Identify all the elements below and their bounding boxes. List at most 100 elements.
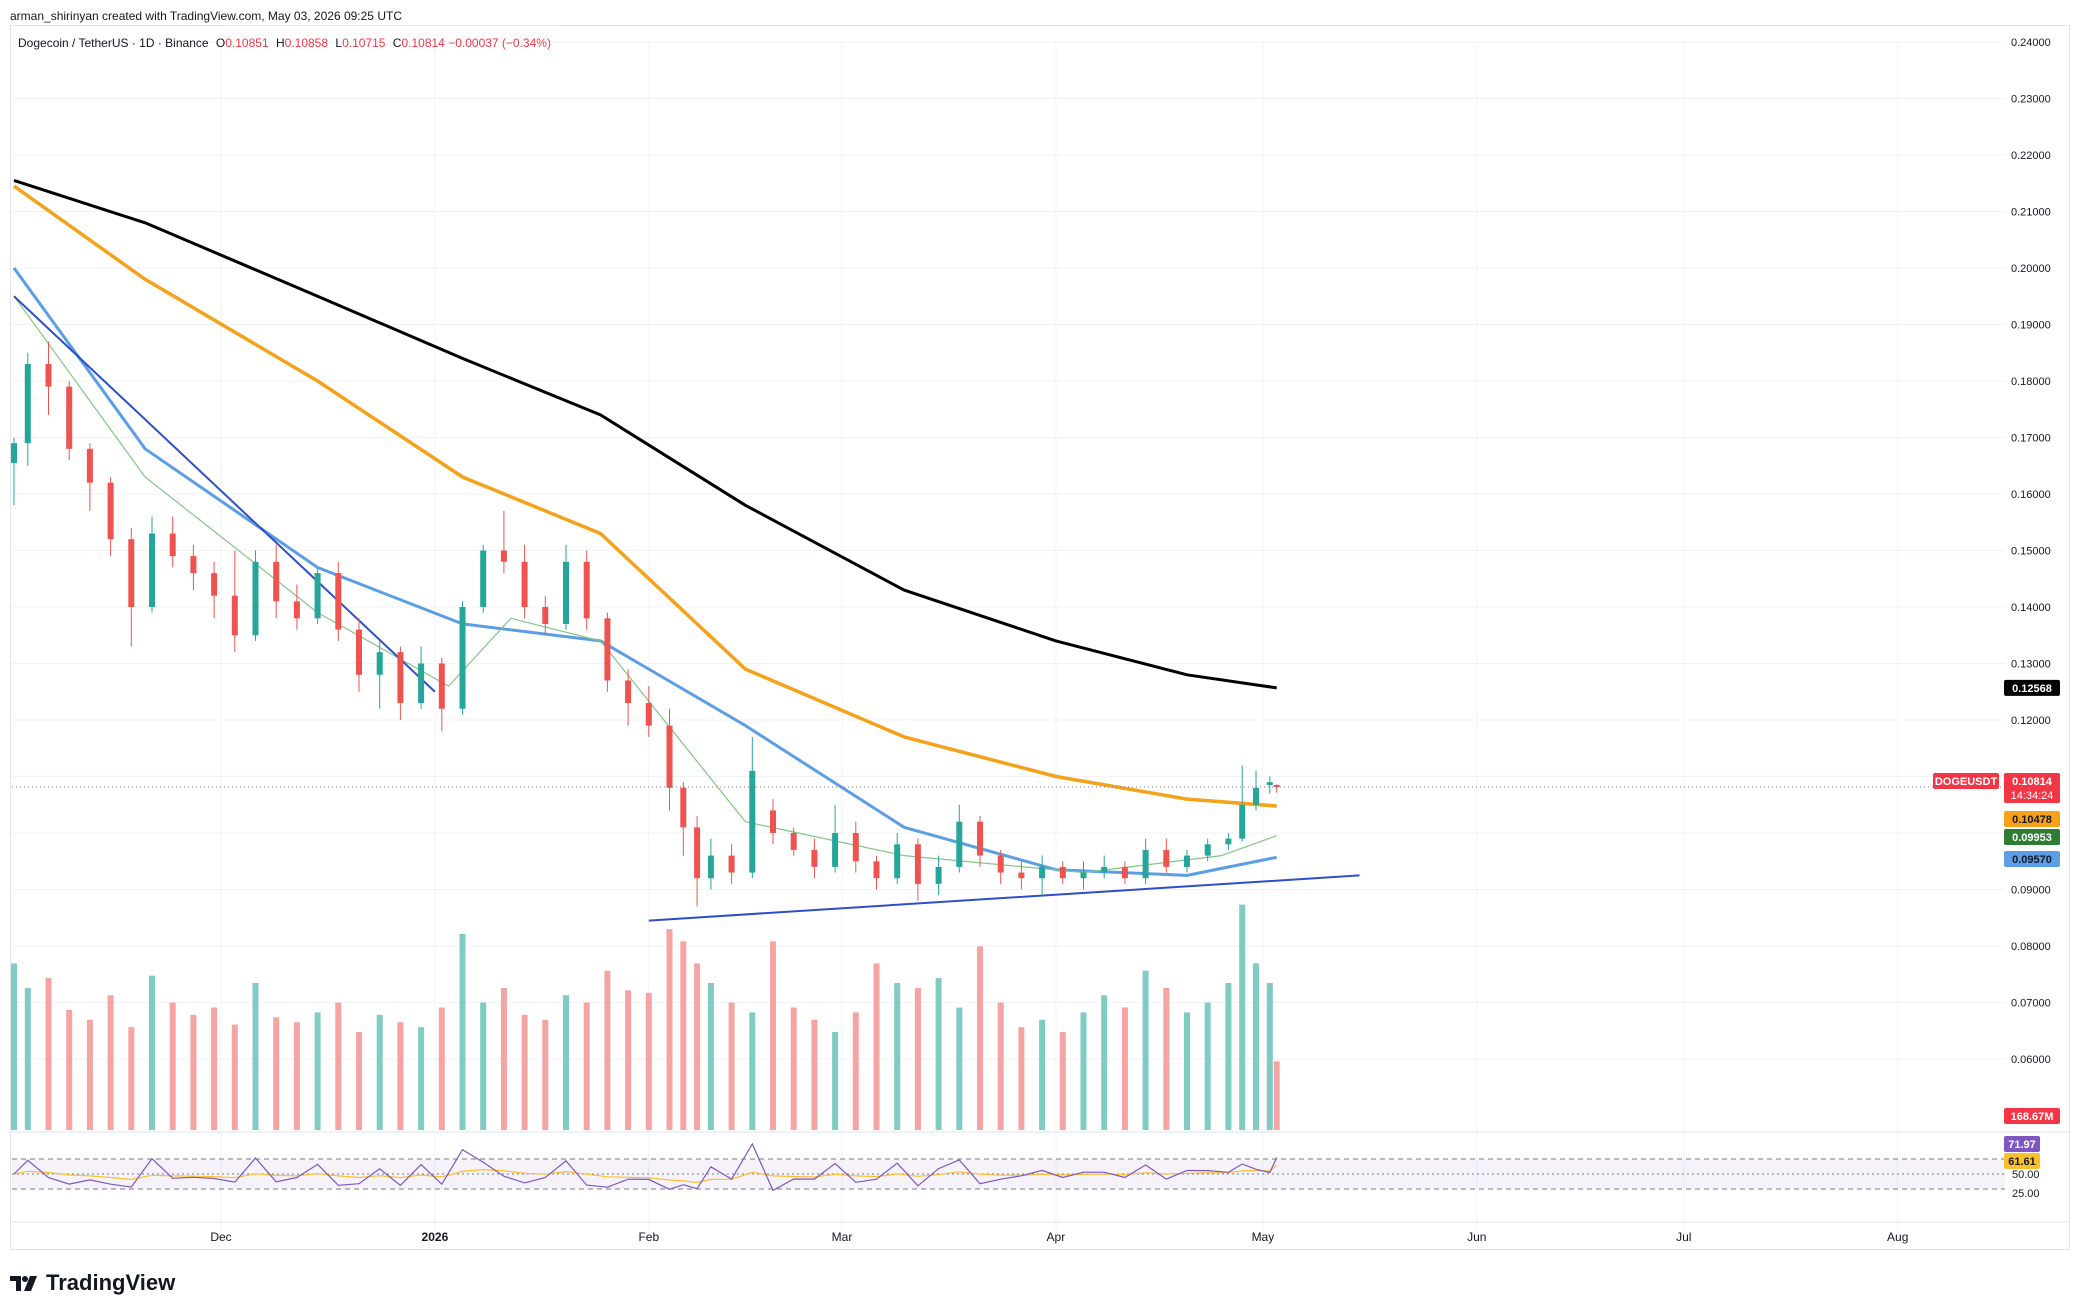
price-tick-label: 0.17000 [2011, 433, 2051, 445]
price-tick-label: 0.15000 [2011, 546, 2051, 558]
rsi-value-tag-bg [2004, 1136, 2040, 1152]
rsi-ma-line [13, 1164, 1278, 1184]
candle-body [1059, 866, 1066, 879]
candle-body [666, 725, 673, 788]
candle-body [418, 663, 425, 704]
volume-tag: 168.67M [2011, 1111, 2054, 1123]
time-tick-label: Aug [1887, 1230, 1908, 1244]
volume-bar [894, 983, 901, 1130]
candle-body [707, 855, 714, 879]
ma200-price-tag: 0.12568 [2012, 683, 2052, 695]
time-tick-label: 2026 [422, 1230, 449, 1244]
candle-body [500, 550, 507, 562]
volume-bar [128, 1027, 135, 1130]
volume-bar [397, 1022, 404, 1130]
volume-bar [1142, 970, 1149, 1130]
candle-body [480, 550, 487, 607]
ma50-price-tag: 0.09570 [2012, 854, 2052, 866]
candle-body [211, 573, 218, 596]
volume-bar [956, 1007, 963, 1130]
volume-bar [107, 995, 114, 1130]
price-tick-label: 0.16000 [2011, 489, 2051, 501]
price-tick-label: 0.14000 [2011, 602, 2051, 614]
candle-body [45, 364, 52, 387]
volume-bar [1121, 1007, 1128, 1130]
candle-body [335, 573, 342, 630]
price-tick-label: 0.22000 [2011, 150, 2051, 162]
volume-bar [211, 1007, 218, 1130]
candle-body [397, 652, 404, 704]
volume-bar [935, 978, 942, 1130]
rsi-line [13, 1142, 1278, 1192]
time-tick-label: Mar [832, 1230, 853, 1244]
candle-body [604, 618, 611, 681]
candle-body [1253, 787, 1259, 805]
candle-body [66, 386, 73, 449]
candle-body [914, 844, 921, 884]
ma-line-ma50 [12, 267, 1277, 877]
volume-bar [1253, 963, 1259, 1130]
candle-body [811, 849, 818, 867]
candle-body [625, 680, 632, 704]
candle-body [894, 844, 901, 879]
candle-body [273, 561, 280, 602]
candle-body [1018, 872, 1025, 879]
volume-bar [1239, 904, 1246, 1130]
tradingview-logo-icon [10, 1276, 37, 1291]
volume-bar [1266, 983, 1273, 1130]
volume-bar [500, 987, 507, 1130]
candle-body [997, 855, 1004, 873]
candle-body [1121, 866, 1128, 879]
low-key: L [335, 36, 343, 50]
ma-line-ma20 [13, 295, 1277, 874]
volume-bar [356, 1032, 362, 1130]
candle-body [293, 601, 300, 619]
ma20-price-tag: 0.09953 [2012, 832, 2052, 844]
candle-body [956, 821, 963, 867]
volume-bar [376, 1014, 383, 1130]
price-tick-label: 0.09000 [2011, 885, 2051, 897]
volume-bar [273, 1017, 280, 1130]
candle-body [86, 448, 93, 483]
rsi-ma-tag-bg [2004, 1153, 2040, 1169]
volume-bar [1039, 1019, 1046, 1130]
volume-bar [1204, 1002, 1211, 1130]
candle-body [169, 533, 176, 557]
time-tick-label: Feb [638, 1230, 659, 1244]
volume-bar [480, 1002, 487, 1130]
volume-bar [190, 1014, 197, 1130]
candle-body [645, 703, 652, 726]
price-tick-label: 0.06000 [2011, 1054, 2051, 1066]
countdown-tag: 14:34:24 [2011, 790, 2054, 802]
candle-body [873, 861, 880, 879]
volume-bar [1059, 1032, 1066, 1130]
candle-body [438, 663, 445, 709]
price-tick-label: 0.13000 [2011, 659, 2051, 671]
volume-bar [1273, 1061, 1280, 1130]
volume-bar [252, 983, 259, 1130]
time-tick-label: May [1252, 1230, 1275, 1244]
chart-caption: arman_shirinyan created with TradingView… [10, 9, 402, 23]
rsi-value-tag: 71.97 [2008, 1139, 2036, 1151]
ma200-price-tag-bg [2004, 679, 2060, 696]
candle-body [11, 443, 17, 463]
time-tick-label: Dec [210, 1230, 231, 1244]
volume-bar [45, 978, 52, 1130]
last-price-tag: 0.10814 [2012, 776, 2053, 788]
volume-bar [11, 963, 17, 1130]
open-value: 0.10851 [225, 36, 269, 50]
volume-bar [1018, 1027, 1025, 1130]
change-value: −0.00037 (−0.34%) [448, 36, 551, 50]
candle-body [1039, 866, 1046, 879]
candle-body [190, 556, 197, 574]
volume-bar [873, 963, 880, 1130]
volume-bar [149, 975, 155, 1130]
tradingview-brand[interactable]: TradingView [10, 1270, 175, 1296]
candle-body [1184, 855, 1190, 867]
price-tick-label: 0.07000 [2011, 998, 2051, 1010]
volume-bar [997, 1002, 1004, 1130]
candle-body [790, 833, 797, 850]
volume-bar [335, 1002, 342, 1130]
volume-bar [1080, 1012, 1087, 1130]
